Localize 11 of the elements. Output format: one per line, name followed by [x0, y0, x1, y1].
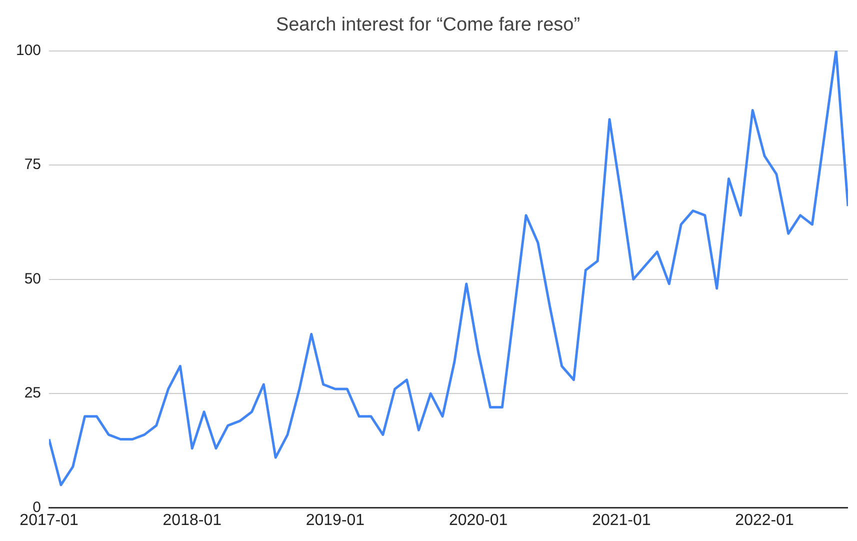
- x-tick-label: 2022-01: [735, 512, 794, 529]
- x-tick-label: 2019-01: [306, 512, 365, 529]
- chart-title: Search interest for “Come fare reso”: [276, 14, 580, 36]
- y-tick-label: 50: [24, 270, 42, 288]
- x-tick-label: 2017-01: [20, 512, 78, 529]
- x-tick-label: 2021-01: [592, 512, 651, 529]
- x-tick-label: 2018-01: [162, 512, 222, 529]
- y-tick-label: 75: [24, 156, 42, 174]
- y-tick-label: 100: [16, 42, 42, 59]
- x-tick-label: 2020-01: [448, 512, 508, 529]
- y-tick-label: 25: [24, 384, 42, 402]
